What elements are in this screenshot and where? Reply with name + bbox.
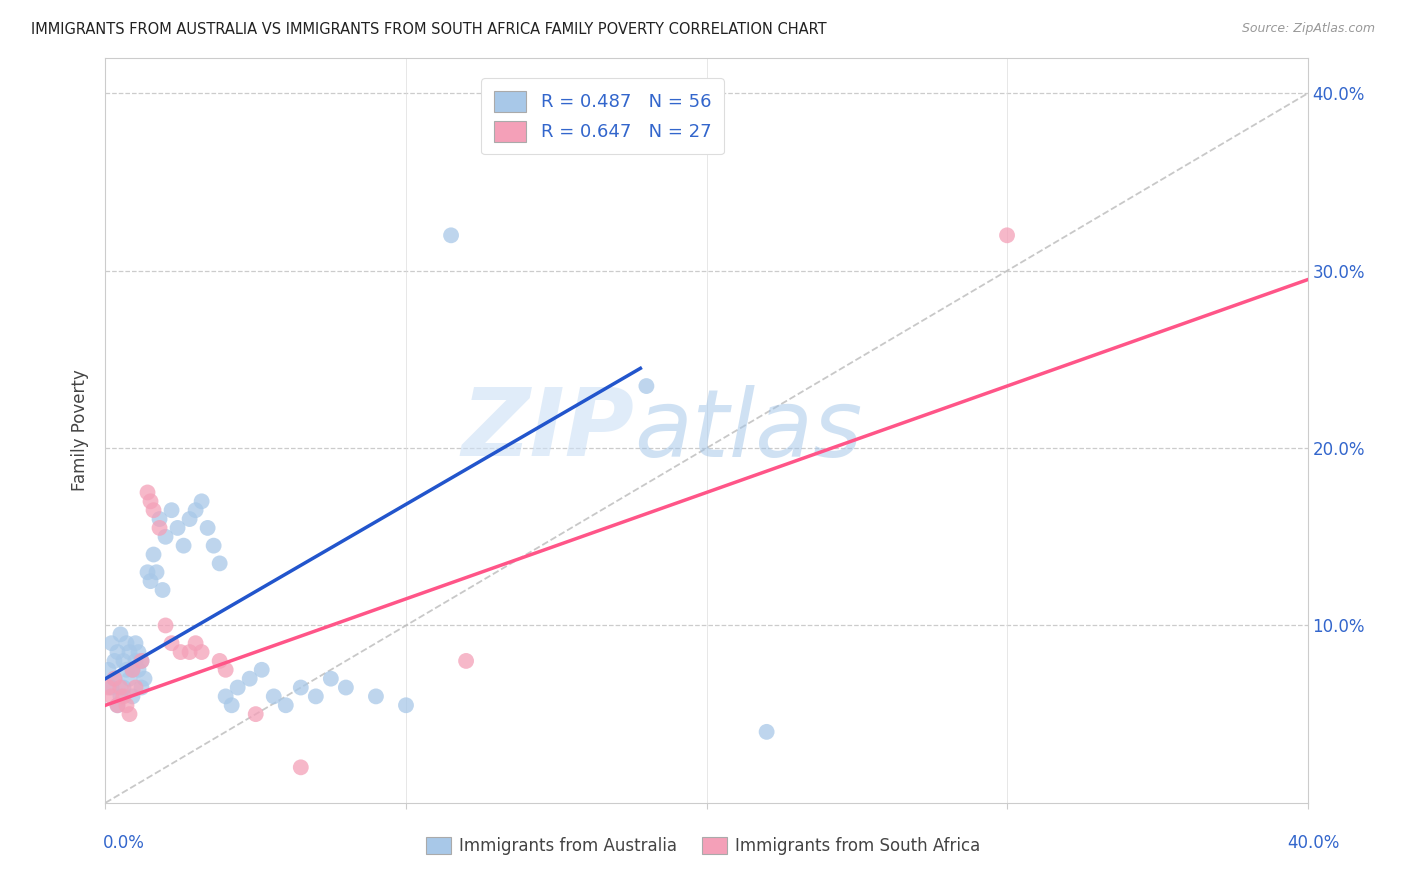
Point xyxy=(124,654,146,668)
Point xyxy=(142,503,165,517)
Point xyxy=(118,672,141,686)
Point xyxy=(155,618,177,632)
Point xyxy=(202,539,225,553)
Point xyxy=(274,698,297,713)
Point xyxy=(121,663,143,677)
Point xyxy=(160,503,183,517)
Point xyxy=(155,530,177,544)
Point xyxy=(103,672,125,686)
Legend: Immigrants from Australia, Immigrants from South Africa: Immigrants from Australia, Immigrants fr… xyxy=(419,830,987,862)
Y-axis label: Family Poverty: Family Poverty xyxy=(72,369,90,491)
Point xyxy=(335,681,357,695)
Point xyxy=(179,512,201,526)
Text: atlas: atlas xyxy=(634,384,863,476)
Legend: R = 0.487   N = 56, R = 0.647   N = 27: R = 0.487 N = 56, R = 0.647 N = 27 xyxy=(481,78,724,154)
Point xyxy=(131,654,153,668)
Point xyxy=(110,690,132,704)
Point xyxy=(134,672,156,686)
Text: 40.0%: 40.0% xyxy=(1288,834,1340,852)
Point xyxy=(221,698,243,713)
Point xyxy=(103,672,125,686)
Point xyxy=(124,636,146,650)
Point xyxy=(152,582,174,597)
Point xyxy=(139,494,162,508)
Point xyxy=(290,760,312,774)
Point xyxy=(395,698,418,713)
Point xyxy=(214,690,236,704)
Point xyxy=(107,698,129,713)
Point xyxy=(190,645,212,659)
Point xyxy=(456,654,478,668)
Point xyxy=(142,548,165,562)
Point xyxy=(995,228,1018,243)
Point xyxy=(290,681,312,695)
Point xyxy=(115,636,138,650)
Point xyxy=(115,698,138,713)
Point xyxy=(121,690,143,704)
Point xyxy=(208,557,231,571)
Point xyxy=(145,566,167,580)
Text: Source: ZipAtlas.com: Source: ZipAtlas.com xyxy=(1241,22,1375,36)
Point xyxy=(173,539,195,553)
Point xyxy=(100,681,122,695)
Point xyxy=(245,707,267,722)
Point xyxy=(226,681,249,695)
Point xyxy=(118,707,141,722)
Point xyxy=(190,494,212,508)
Point xyxy=(305,690,328,704)
Point xyxy=(118,645,141,659)
Point xyxy=(440,228,463,243)
Text: ZIP: ZIP xyxy=(461,384,634,476)
Point xyxy=(112,681,135,695)
Point xyxy=(128,663,150,677)
Point xyxy=(184,636,207,650)
Point xyxy=(160,636,183,650)
Point xyxy=(208,654,231,668)
Point xyxy=(100,690,122,704)
Point xyxy=(197,521,219,535)
Point xyxy=(128,645,150,659)
Point xyxy=(184,503,207,517)
Point xyxy=(97,681,120,695)
Point xyxy=(364,690,387,704)
Point xyxy=(319,672,342,686)
Point xyxy=(112,654,135,668)
Point xyxy=(136,485,159,500)
Point xyxy=(110,627,132,641)
Point xyxy=(131,681,153,695)
Point xyxy=(166,521,188,535)
Point xyxy=(103,654,125,668)
Point xyxy=(131,654,153,668)
Point xyxy=(636,379,658,393)
Point xyxy=(107,698,129,713)
Point xyxy=(139,574,162,588)
Point xyxy=(110,681,132,695)
Point xyxy=(179,645,201,659)
Point xyxy=(121,663,143,677)
Point xyxy=(97,663,120,677)
Point xyxy=(148,521,170,535)
Point xyxy=(239,672,262,686)
Point xyxy=(214,663,236,677)
Point xyxy=(169,645,191,659)
Point xyxy=(124,681,146,695)
Point xyxy=(112,690,135,704)
Point xyxy=(100,636,122,650)
Point xyxy=(755,724,778,739)
Point xyxy=(115,663,138,677)
Text: IMMIGRANTS FROM AUSTRALIA VS IMMIGRANTS FROM SOUTH AFRICA FAMILY POVERTY CORRELA: IMMIGRANTS FROM AUSTRALIA VS IMMIGRANTS … xyxy=(31,22,827,37)
Point xyxy=(107,645,129,659)
Point xyxy=(148,512,170,526)
Point xyxy=(263,690,285,704)
Point xyxy=(250,663,273,677)
Text: 0.0%: 0.0% xyxy=(103,834,145,852)
Point xyxy=(136,566,159,580)
